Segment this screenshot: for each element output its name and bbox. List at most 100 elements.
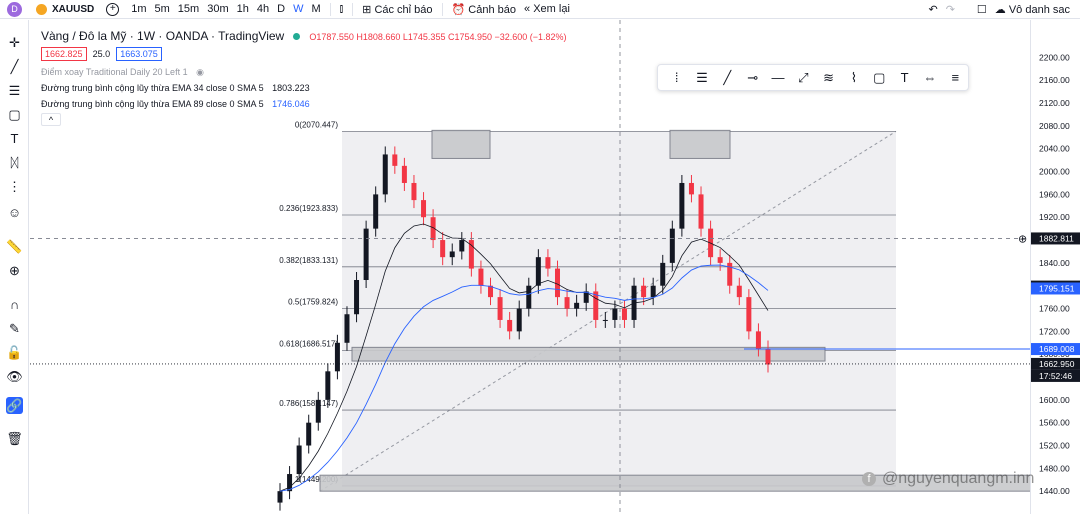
rectangle-icon[interactable]: ▢ [8,107,21,122]
timeframe-1h[interactable]: 1h [236,3,249,15]
indicators-label: Các chỉ báo [374,3,433,16]
candle-body [315,399,321,423]
price-label: 1795.151 [1039,283,1075,293]
candles [277,146,771,511]
rewind-icon: « [524,3,531,15]
alerts-button[interactable]: ⏰ Cảnh báo [448,3,520,16]
candle-body [717,257,723,263]
horizontal-lines-icon[interactable]: ☰ [8,83,21,98]
lock-icon[interactable]: 🔓 [6,345,23,360]
user-avatar[interactable]: D [7,1,22,17]
price-tick-label: 2120.00 [1039,98,1070,108]
fib-trend-line [319,130,897,492]
countdown-label: 17:52:46 [1039,371,1072,381]
indicators-button[interactable]: ⊞ Các chỉ báo [358,3,436,16]
fib-level-label: 0.5(1759.824) [288,298,338,307]
rectangle-icon[interactable]: ▢ [873,69,886,85]
pattern-icon[interactable]: ᛞ [10,155,19,170]
resistance-box-left [431,129,491,159]
candle-body [641,285,647,298]
ema34-line [279,223,769,492]
candle-body [621,308,627,320]
channel-icon[interactable]: ≋ [823,69,835,85]
timeframe-m[interactable]: M [311,3,321,15]
candle-body [727,262,733,286]
price-tick-label: 2160.00 [1039,75,1070,85]
price-label-bg [1031,282,1080,295]
alarm-icon: ⏰ [451,3,466,16]
crosshair-icon[interactable]: ✛ [9,35,20,50]
ema34-label[interactable]: Đường trung bình cộng lũy thừa EMA 34 cl… [41,83,264,93]
candle-body [411,182,417,201]
replay-button[interactable]: « Xem lại [520,3,574,15]
price-tick-label: 2000.00 [1039,167,1070,177]
candle-body [736,285,742,298]
timeframe-5m[interactable]: 5m [154,3,170,15]
collapse-legend-button[interactable]: ^ [41,113,61,126]
candle-body [688,182,694,195]
fib-lines-icon[interactable]: ☰ [696,69,708,85]
candle-body [497,297,503,320]
trend-line-icon[interactable]: ╱ [723,69,732,85]
eye-icon[interactable]: 👁 [6,369,23,384]
timeframe-4h[interactable]: 4h [256,3,270,15]
link-icon[interactable]: 🔗 [6,397,23,414]
add-alert-plus-icon[interactable]: ⊕ [1018,233,1027,245]
brush-icon[interactable]: ⌇ [850,69,858,85]
top-toolbar: D XAUUSD + 1m 5m 15m 30m 1h 4h D W M ⫾ ⊞… [0,0,1080,19]
horizontal-line-icon[interactable]: — [771,69,785,85]
timeframe-30m[interactable]: 30m [207,3,229,15]
price-label-bg [1031,232,1080,245]
layout-icon[interactable]: ☐ [976,3,987,16]
price-label-bg [1031,357,1080,370]
text-icon[interactable]: T [10,131,19,146]
candle-body [583,291,589,303]
compare-add-icon[interactable]: + [106,2,120,16]
price-tick-label: 1960.00 [1039,189,1070,199]
ask-price[interactable]: 1663.075 [116,47,162,61]
text-icon[interactable]: T [900,69,909,85]
trend-line-icon[interactable]: ╱ [10,59,19,74]
pivot-indicator-label[interactable]: Điểm xoay Traditional Daily 20 Left 1 [41,67,188,77]
candle-body [564,297,570,309]
settings-lines-icon[interactable]: ≡ [951,69,960,85]
ray-icon[interactable]: ⤢ [798,69,809,85]
drawing-tools-sidebar: ✛ ╱ ☰ ▢ T ᛞ ⋮ ☺ 📏 ⊕ ∩ ✎ 🔓 👁 🔗 🗑 [0,20,29,514]
trash-icon[interactable]: 🗑 [6,431,23,446]
price-axis[interactable]: 2200.00 2160.00 2120.00 2080.00 2040.00 2000.… [1030,20,1080,514]
price-tick-label: 1520.00 [1039,441,1070,451]
zoom-in-icon[interactable]: ⊕ [9,263,20,278]
candle-body [478,268,484,286]
price-range-icon[interactable]: ⇔ [923,69,937,85]
candle-body [334,342,340,372]
symbol-search[interactable]: XAUUSD [52,3,95,15]
timeframe-15m[interactable]: 15m [177,3,200,15]
candle-body [344,314,350,343]
candle-body [306,422,312,446]
chart-legend: Vàng / Đô la Mỹ · 1W · OANDA · TradingVi… [41,28,567,128]
fib-retracement[interactable]: 0(2070.447) 0.236(1923.833) 0.382(1833.131… [279,120,1030,492]
timeframe-w[interactable]: W [293,3,304,15]
horizontal-ray-icon[interactable]: ⊸ [747,69,759,85]
ema89-label[interactable]: Đường trung bình cộng lũy thừa EMA 89 cl… [41,99,264,109]
emoji-icon[interactable]: ☺ [7,205,22,220]
save-layout-button[interactable]: ☁ Vô danh sac [991,3,1074,16]
timeframe-1m[interactable]: 1m [131,3,147,15]
undo-icon[interactable]: ↶ [928,3,938,16]
timeframe-d[interactable]: D [277,3,286,15]
ohlc-values: O1787.550 H1808.660 L1745.355 C1754.950 … [309,32,567,42]
price-label: 1689.008 [1039,344,1075,354]
fib-level-label: 0.382(1833.131) [279,256,338,265]
pencil-lock-icon[interactable]: ✎ [9,321,20,336]
facebook-icon: f [862,472,876,486]
ruler-icon[interactable]: 📏 [6,239,23,254]
candle-body [765,348,771,365]
redo-icon[interactable]: ↷ [945,3,955,16]
magnet-icon[interactable]: ∩ [9,297,20,312]
fib-icon[interactable]: ⋮ [8,179,21,194]
hidden-eye-icon[interactable]: ◉ [196,67,204,77]
bid-price[interactable]: 1662.825 [41,47,87,61]
candle-type-icon[interactable]: ⫾ [339,2,344,15]
drag-handle-icon[interactable]: ⁞ [674,69,679,85]
price-chart[interactable]: 0(2070.447) 0.236(1923.833) 0.382(1833.131… [30,20,1030,514]
